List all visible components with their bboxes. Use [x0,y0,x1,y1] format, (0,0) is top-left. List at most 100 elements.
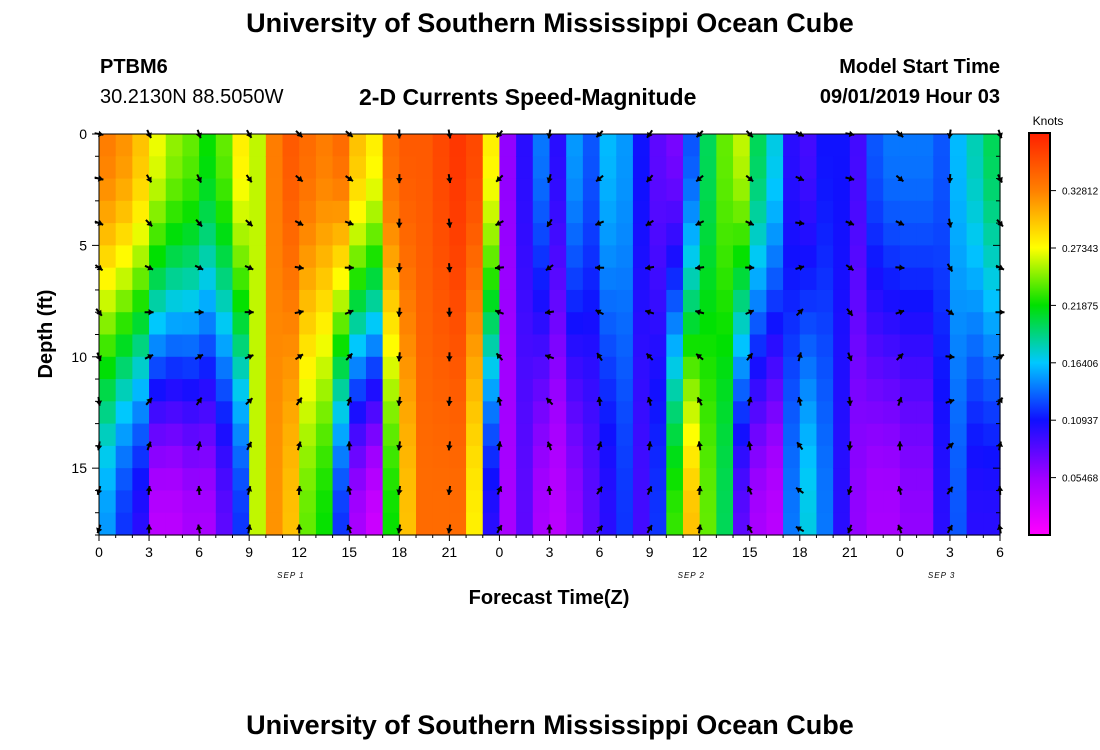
heatmap-cell [549,312,567,336]
heatmap-cell [482,356,501,380]
heatmap-cell [299,223,317,246]
current-vector [645,174,654,183]
heatmap-cell [516,200,534,224]
heatmap-cell [299,356,317,380]
heatmap-cell [916,445,934,469]
heatmap-cell [833,334,851,358]
heatmap-cell [199,223,217,246]
heatmap-cell [716,223,734,246]
heatmap-cell [749,401,768,425]
heatmap-cell [616,379,634,402]
heatmap-cell [399,267,417,291]
heatmap-cell [849,379,868,402]
current-vector [847,524,853,534]
heatmap-cell [432,356,450,380]
heatmap-cell [632,468,651,492]
heatmap-cell [165,379,184,402]
heatmap-cell [399,156,417,180]
current-vector [446,173,453,184]
heatmap-cell [916,512,934,536]
heatmap-cell [399,490,417,514]
heatmap-cell [649,401,667,425]
heatmap-cell [699,401,717,425]
heatmap-cell [916,490,934,514]
heatmap-cell [766,267,784,291]
heatmap-cell [666,289,684,313]
current-vector [546,441,553,451]
heatmap-cell [232,356,250,380]
heatmap-cell [666,490,684,514]
heatmap-cell [232,401,250,425]
heatmap-cell [99,379,117,402]
heatmap-cell [365,223,384,246]
current-vector [845,264,855,272]
heatmap-cell [99,312,117,336]
heatmap-cell [182,445,200,469]
heatmap-cell [516,490,534,514]
heatmap-cell [799,156,818,180]
heatmap-cell [282,445,300,469]
heatmap-cell [749,178,768,202]
heatmap-cell [466,356,484,380]
heatmap-cell [616,178,634,202]
heatmap-cell [966,134,984,157]
current-vector [845,220,855,226]
heatmap-cell [499,423,517,447]
heatmap-cell [632,267,651,291]
heatmap-cell [599,512,617,536]
colorbar-gradient [1028,132,1051,536]
heatmap-cell [733,178,751,202]
current-vector [595,309,604,316]
heatmap-cell [682,312,701,336]
heatmap-cell [616,490,634,514]
heatmap-cell [149,200,167,224]
heatmap-cell [449,156,467,180]
heatmap-cell [466,312,484,336]
heatmap-cell [716,156,734,180]
heatmap-cell [215,312,234,336]
date-label: SEP 2 [678,571,705,580]
heatmap-cell [649,223,667,246]
heatmap-cell [933,200,951,224]
heatmap-cell [249,289,267,313]
heatmap-cell [816,267,834,291]
heatmap-cell [582,200,601,224]
heatmap-cell [582,156,601,180]
heatmap-cell [566,490,584,514]
heatmap-cell [499,468,517,492]
current-vector [145,174,153,183]
heatmap-cell [115,490,133,514]
current-vector [895,220,905,226]
heatmap-cell [566,468,584,492]
heatmap-cell [499,223,517,246]
current-vector [645,264,655,271]
heatmap-cell [833,468,851,492]
x-tick-label: 12 [291,544,307,560]
heatmap-cell [649,289,667,313]
heatmap-cell [349,512,367,536]
heatmap-cell [966,223,984,246]
heatmap-cell [199,445,217,469]
heatmap-cell [799,289,818,313]
heatmap-cell [299,512,317,536]
heatmap-cell [699,200,717,224]
current-vector [746,396,753,406]
heatmap-cell [199,468,217,492]
heatmap-cell [699,178,717,202]
heatmap-cell [766,245,784,269]
heatmap-cell [265,468,284,492]
current-vector [546,173,553,184]
heatmap-cell [716,312,734,336]
heatmap-cell [382,289,400,313]
heatmap-cell [799,200,818,224]
heatmap-cell [983,134,1001,157]
heatmap-cell [199,379,217,402]
heatmap-cell [449,178,467,202]
heatmap-cell [933,245,951,269]
current-speed-chart: 0 3 6 9 12 15 18 21 0 3 6 9 12 15 18 21 0 3 6 SEP 1 SEP 2 SEP… [35,114,1099,609]
heatmap-cell [282,267,300,291]
heatmap-cell [149,245,167,269]
heatmap-cell [983,490,1001,514]
current-vector [144,309,154,316]
heatmap-cell [466,200,484,224]
